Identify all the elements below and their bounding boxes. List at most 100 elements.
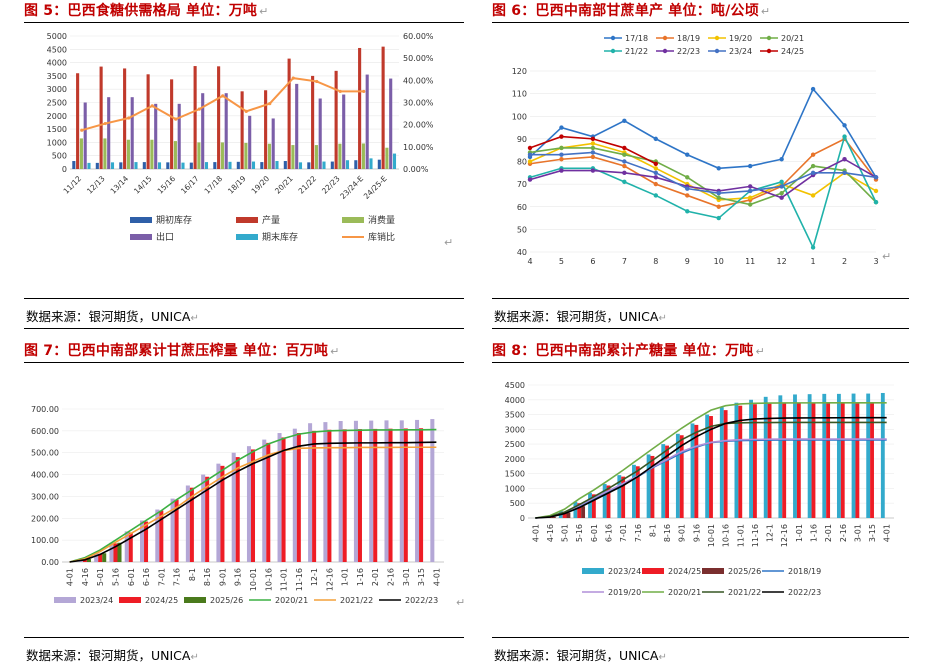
line-point: [842, 170, 847, 176]
x-tick-label: 13/14: [109, 174, 131, 196]
bar: [267, 143, 271, 169]
bar: [220, 465, 225, 562]
series-line-2020/21: [535, 402, 887, 519]
line-point: [315, 79, 319, 84]
bar: [705, 414, 710, 518]
bar: [403, 428, 408, 562]
bar: [110, 162, 115, 169]
legend-item: 2021/22: [702, 588, 761, 597]
bar: [330, 161, 334, 169]
y2-tick-label: 20.00%: [403, 121, 434, 130]
legend-label: 20/21: [781, 34, 804, 43]
y-tick-label: 500.00: [31, 449, 59, 458]
line-point: [810, 245, 816, 250]
bar: [189, 162, 193, 169]
legend-label: 2025/26: [210, 596, 243, 605]
legend-item: 消费量: [342, 214, 395, 226]
bar: [275, 161, 279, 169]
bar: [767, 403, 772, 518]
bar: [880, 392, 885, 518]
legend-marker: [766, 35, 772, 41]
bar: [87, 162, 91, 169]
line-point: [747, 184, 753, 189]
series-line-19/20: [529, 142, 877, 201]
y-tick-label: 0: [62, 165, 67, 174]
bar: [213, 162, 217, 169]
legend-swatch: [119, 597, 141, 603]
bar: [752, 404, 757, 518]
bar: [345, 160, 350, 169]
legend-item: 2025/26: [702, 567, 761, 576]
bar: [224, 93, 228, 169]
line-point: [527, 152, 533, 157]
bar: [287, 58, 291, 169]
y-tick-label: 3000: [47, 85, 67, 94]
x-tick-label: 12-1: [310, 568, 319, 586]
y-tick-label: 2000: [47, 112, 67, 121]
x-tick-label: 11/12: [62, 174, 84, 196]
bar: [851, 393, 856, 518]
x-tick-label: 11: [745, 257, 755, 266]
line-point: [622, 179, 627, 185]
legend-swatch: [236, 217, 258, 223]
y-tick-label: 0: [520, 514, 525, 523]
bar: [197, 142, 201, 169]
x-tick-label: 9-01: [678, 524, 687, 542]
line-point: [244, 109, 248, 113]
series-line-20/21: [529, 147, 877, 206]
bar: [354, 160, 358, 169]
legend-item: 期末库存: [236, 231, 298, 243]
legend-item: 2019/20: [582, 588, 641, 597]
bar: [665, 445, 670, 518]
y-tick-label: 4500: [47, 45, 67, 54]
bar: [79, 138, 83, 169]
return-mark: ↵: [456, 596, 465, 609]
legend-item: 20/21: [760, 34, 804, 43]
series-line-18/19: [529, 137, 877, 208]
bar: [389, 78, 393, 169]
legend-item: 2024/25: [642, 567, 701, 576]
bar: [323, 422, 328, 562]
y-tick-label: 3500: [47, 72, 67, 81]
x-tick-label: 1-01: [795, 524, 804, 542]
line-point: [747, 202, 753, 207]
line-point: [174, 117, 178, 121]
line-point: [716, 166, 721, 171]
bar: [719, 407, 724, 518]
bar: [635, 466, 640, 518]
line-point: [362, 89, 366, 94]
bar: [836, 393, 841, 518]
line-point: [685, 152, 690, 157]
bar: [617, 475, 622, 518]
x-tick-label: 12/13: [85, 174, 107, 196]
x-tick-label: 5-16: [111, 568, 120, 586]
line-point: [653, 166, 659, 171]
legend-label: 18/19: [677, 34, 700, 43]
legend-marker: [662, 35, 668, 41]
panel-fig7: 图 7：巴西中南部累计甘蔗压榨量 单位：百万吨 ↵ 700.00 600.00 500…: [24, 340, 465, 664]
legend-swatch: [702, 568, 724, 574]
legend-label: 2024/25: [145, 596, 178, 605]
bar: [381, 46, 385, 169]
bar: [128, 532, 133, 562]
bar: [291, 145, 295, 169]
y-tick-label: 1000: [47, 138, 67, 147]
bar: [650, 455, 655, 518]
bar: [201, 474, 206, 562]
line-point: [653, 181, 659, 187]
chart-sugar-supply-demand: 5000450040003500300025002000150010005000…: [47, 32, 454, 249]
line-point: [653, 170, 659, 176]
bar: [170, 79, 174, 169]
series-line-2022/23: [69, 441, 437, 563]
x-tick-label: 5-01: [96, 568, 105, 586]
bar: [146, 74, 150, 169]
legend-marker: [766, 48, 772, 54]
bar: [840, 402, 845, 518]
y-tick-label: 600.00: [31, 427, 59, 436]
legend-label: 2021/22: [728, 588, 761, 597]
x-tick-label: 9-16: [692, 524, 701, 542]
x-tick-label: 7: [622, 257, 627, 266]
bar: [369, 420, 374, 562]
x-tick-label: 4-01: [883, 524, 892, 542]
bar: [342, 94, 346, 169]
